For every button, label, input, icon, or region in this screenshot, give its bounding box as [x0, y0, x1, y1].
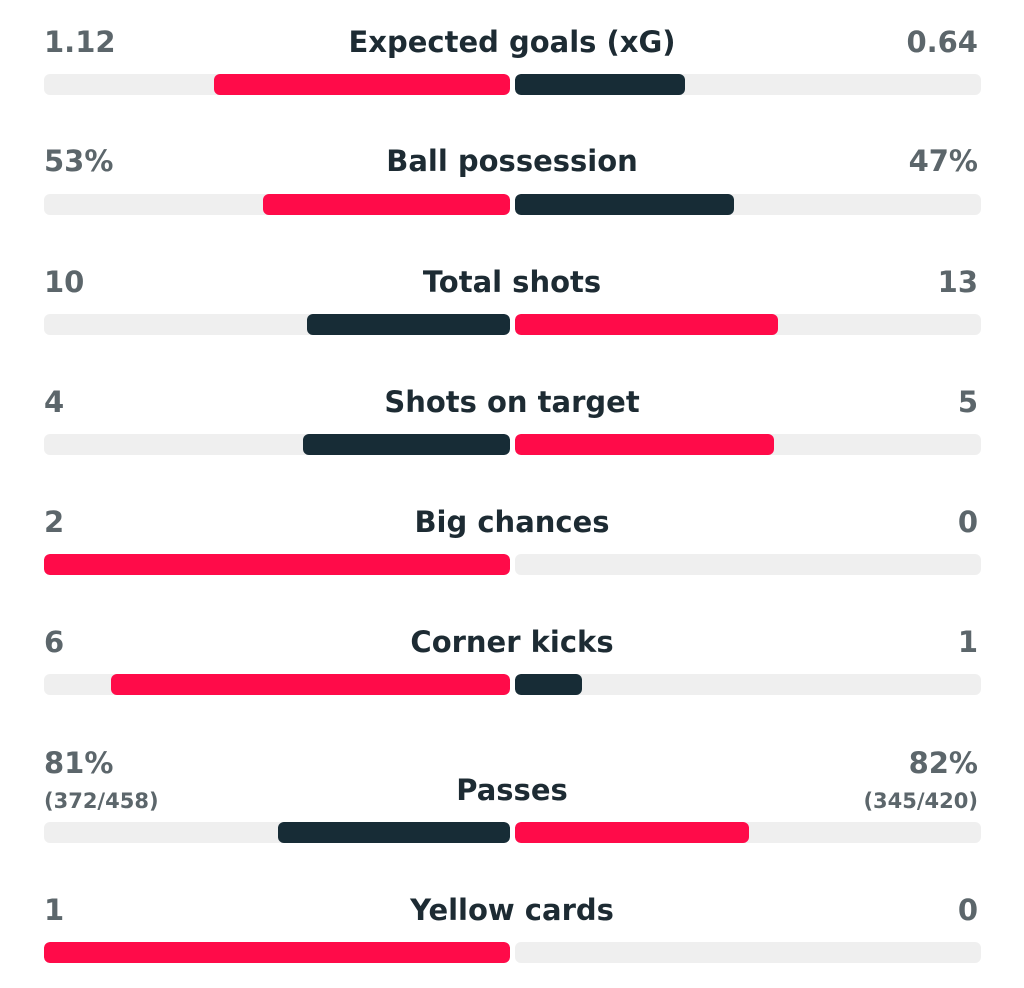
stat-row-big-chances: 2 Big chances 0 [0, 480, 1024, 600]
away-bar [515, 74, 685, 95]
home-bar [213, 74, 510, 95]
home-value: 1 [44, 893, 65, 927]
stat-row-total-shots: 10 Total shots 13 [0, 240, 1024, 360]
home-value: 2 [44, 505, 65, 539]
away-value: 0 [957, 505, 978, 539]
away-value: 13 [937, 265, 978, 299]
stat-label: Yellow cards [410, 893, 614, 927]
away-bar [515, 194, 735, 215]
home-bar [307, 314, 510, 335]
home-bar [263, 194, 510, 215]
home-bar-track [44, 822, 510, 843]
stat-row-shots-on-target: 4 Shots on target 5 [0, 360, 1024, 480]
stat-row-passes: 81% (372/458) Passes 82% (345/420) [0, 720, 1024, 850]
stat-row-expected-goals: 1.12 Expected goals (xG) 0.64 [0, 0, 1024, 120]
stat-label: Passes [456, 773, 568, 807]
away-sub-value: (345/420) [863, 789, 978, 813]
home-value: 81% [44, 746, 114, 780]
home-bar-track [44, 314, 510, 335]
home-value: 6 [44, 625, 65, 659]
away-bar-track [515, 554, 981, 575]
away-value: 82% [908, 746, 978, 780]
home-bar [110, 674, 510, 695]
away-bar-track [515, 194, 981, 215]
away-value: 0 [957, 893, 978, 927]
stat-label: Big chances [414, 505, 610, 539]
away-bar-track [515, 942, 981, 963]
home-value: 53% [44, 144, 114, 178]
away-bar [515, 674, 582, 695]
away-bar [515, 822, 750, 843]
away-bar-track [515, 74, 981, 95]
stat-row-ball-possession: 53% Ball possession 47% [0, 120, 1024, 240]
away-bar [515, 434, 775, 455]
away-value: 5 [957, 385, 978, 419]
stat-label: Corner kicks [410, 625, 614, 659]
stat-row-yellow-cards: 1 Yellow cards 0 [0, 868, 1024, 988]
home-bar-track [44, 194, 510, 215]
home-bar [44, 554, 510, 575]
home-bar [303, 434, 510, 455]
away-bar-track [515, 822, 981, 843]
away-value: 0.64 [906, 25, 978, 59]
stat-label: Expected goals (xG) [348, 25, 676, 59]
home-value: 4 [44, 385, 65, 419]
home-bar-track [44, 942, 510, 963]
away-value: 1 [957, 625, 978, 659]
away-bar [515, 314, 779, 335]
home-value: 1.12 [44, 25, 116, 59]
stat-label: Total shots [422, 265, 602, 299]
home-sub-value: (372/458) [44, 789, 159, 813]
stat-label: Shots on target [384, 385, 640, 419]
home-bar [44, 942, 510, 963]
home-bar-track [44, 674, 510, 695]
stat-label: Ball possession [386, 144, 638, 178]
home-bar-track [44, 74, 510, 95]
away-bar-track [515, 434, 981, 455]
away-bar-track [515, 674, 981, 695]
away-value: 47% [908, 144, 978, 178]
home-value: 10 [44, 265, 85, 299]
away-bar-track [515, 314, 981, 335]
home-bar-track [44, 434, 510, 455]
home-bar-track [44, 554, 510, 575]
stat-row-corner-kicks: 6 Corner kicks 1 [0, 600, 1024, 720]
home-bar [278, 822, 510, 843]
